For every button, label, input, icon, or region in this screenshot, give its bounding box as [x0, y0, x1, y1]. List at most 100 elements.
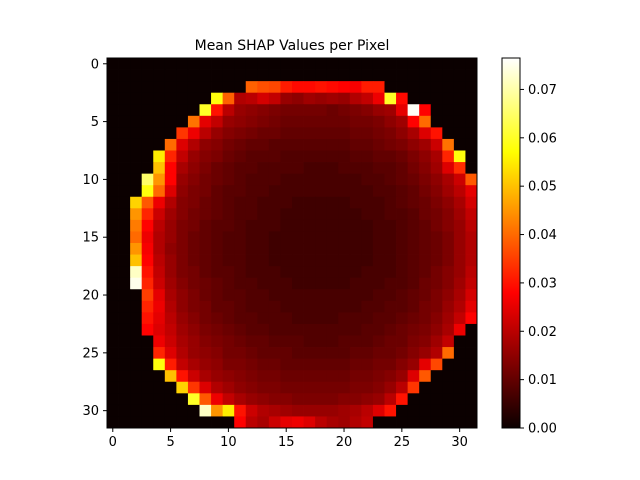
heatmap-cell: [361, 254, 374, 267]
heatmap-cell: [303, 162, 316, 175]
heatmap-cell: [407, 243, 420, 255]
heatmap-cell: [465, 173, 478, 186]
heatmap-cell: [396, 185, 409, 198]
heatmap-cell: [442, 58, 455, 70]
heatmap-cell: [257, 289, 270, 302]
heatmap-cell: [234, 138, 247, 151]
heatmap-cell: [164, 162, 177, 175]
heatmap-cell: [141, 173, 154, 186]
heatmap-cell: [303, 58, 316, 70]
heatmap-cell: [326, 335, 339, 348]
heatmap-cell: [257, 300, 270, 313]
heatmap-cell: [430, 150, 443, 163]
heatmap-cell: [407, 115, 420, 128]
heatmap-cell: [419, 58, 432, 70]
heatmap-cell: [107, 92, 119, 105]
heatmap-cell: [234, 300, 247, 313]
heatmap-cell: [234, 69, 247, 82]
heatmap-cell: [442, 92, 455, 105]
heatmap-cell: [419, 404, 432, 417]
heatmap-cell: [465, 69, 478, 82]
heatmap-cell: [292, 196, 304, 209]
heatmap-cell: [453, 219, 466, 232]
heatmap-cell: [153, 69, 166, 82]
heatmap-cell: [292, 185, 304, 198]
heatmap-cell: [130, 266, 143, 279]
heatmap-cell: [268, 127, 281, 140]
heatmap-cell: [130, 231, 143, 244]
heatmap-cell: [396, 173, 409, 186]
heatmap-cell: [130, 196, 143, 209]
heatmap-cell: [141, 115, 154, 128]
heatmap-cell: [372, 81, 385, 94]
heatmap-cell: [164, 416, 177, 429]
heatmap-cell: [141, 416, 154, 429]
heatmap-cell: [465, 335, 478, 348]
heatmap-cell: [107, 370, 119, 383]
heatmap-cell: [118, 162, 131, 175]
heatmap-cell: [245, 81, 258, 94]
heatmap-cell: [153, 243, 166, 255]
heatmap-cell: [326, 104, 339, 117]
heatmap-cell: [384, 138, 397, 151]
heatmap-cell: [292, 173, 304, 186]
heatmap-cell: [292, 393, 304, 406]
heatmap-cell: [187, 243, 200, 255]
heatmap-cell: [453, 393, 466, 406]
heatmap-cell: [419, 254, 432, 267]
heatmap-cell: [465, 404, 478, 417]
heatmap-cell: [187, 335, 200, 348]
heatmap-cell: [430, 312, 443, 325]
heatmap-cell: [268, 58, 281, 70]
heatmap-cell: [211, 358, 224, 371]
heatmap-cell: [407, 92, 420, 105]
heatmap-cell: [396, 92, 409, 105]
heatmap-cell: [153, 266, 166, 279]
heatmap-cell: [442, 358, 455, 371]
heatmap-cell: [361, 358, 374, 371]
heatmap-cell: [280, 358, 293, 371]
heatmap-cell: [118, 173, 131, 186]
heatmap-cell: [187, 416, 200, 429]
heatmap-cell: [338, 393, 351, 406]
heatmap-cell: [211, 162, 224, 175]
heatmap-cell: [349, 323, 362, 336]
heatmap-cell: [442, 150, 455, 163]
heatmap-cell: [442, 381, 455, 394]
heatmap-cell: [315, 381, 328, 394]
heatmap-cell: [164, 323, 177, 336]
heatmap-cell: [268, 381, 281, 394]
heatmap-cell: [153, 231, 166, 244]
heatmap-cell: [268, 219, 281, 232]
heatmap-cell: [338, 231, 351, 244]
heatmap-cell: [130, 254, 143, 267]
heatmap-cell: [107, 185, 119, 198]
heatmap-cell: [268, 231, 281, 244]
heatmap-cell: [257, 58, 270, 70]
heatmap-cell: [442, 196, 455, 209]
heatmap-cell: [280, 196, 293, 209]
heatmap-cell: [107, 58, 119, 70]
heatmap-cell: [326, 69, 339, 82]
heatmap-cell: [453, 208, 466, 221]
heatmap-cell: [453, 92, 466, 105]
heatmap-cell: [419, 219, 432, 232]
heatmap-cell: [141, 404, 154, 417]
heatmap-cell: [453, 243, 466, 255]
heatmap-cell: [349, 231, 362, 244]
heatmap-cell: [384, 335, 397, 348]
heatmap-cell: [234, 127, 247, 140]
heatmap-cell: [130, 115, 143, 128]
heatmap-cell: [268, 150, 281, 163]
colorbar-tick-label: 0.06: [528, 131, 557, 146]
heatmap-cell: [107, 300, 119, 313]
heatmap-cell: [430, 208, 443, 221]
heatmap-cell: [164, 335, 177, 348]
heatmap-cell: [396, 312, 409, 325]
heatmap-cell: [268, 208, 281, 221]
heatmap-cell: [407, 404, 420, 417]
heatmap-cell: [315, 335, 328, 348]
heatmap-cell: [199, 335, 212, 348]
heatmap-cell: [465, 254, 478, 267]
